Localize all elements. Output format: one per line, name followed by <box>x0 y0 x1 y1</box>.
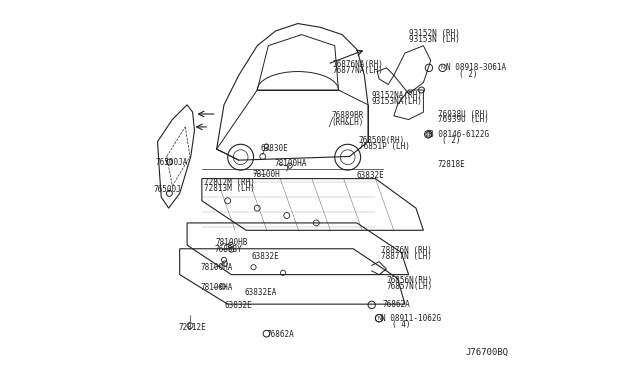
Text: 93152NA(RH): 93152NA(RH) <box>372 91 422 100</box>
Text: 93153N (LH): 93153N (LH) <box>410 35 460 44</box>
Text: 72812E: 72812E <box>179 323 207 331</box>
Text: 76850P(RH): 76850P(RH) <box>359 137 405 145</box>
Text: 76862A: 76862A <box>382 300 410 310</box>
Text: 78100HA: 78100HA <box>275 159 307 169</box>
Text: 76877NA(LH): 76877NA(LH) <box>333 65 384 74</box>
Text: N: N <box>377 316 381 321</box>
Text: 63830E: 63830E <box>261 144 289 153</box>
Text: 76938U (RH): 76938U (RH) <box>438 109 489 119</box>
Text: 78100HA: 78100HA <box>200 283 232 292</box>
Text: N: N <box>440 65 445 70</box>
Text: 93152N (RH): 93152N (RH) <box>410 29 460 38</box>
Text: 63832EA: 63832EA <box>244 288 276 297</box>
Text: ( 2): ( 2) <box>459 70 477 78</box>
Text: 78100HB: 78100HB <box>216 238 248 247</box>
Text: 76500JA: 76500JA <box>156 157 188 167</box>
Text: B: B <box>426 132 430 137</box>
Text: 78877N (LH): 78877N (LH) <box>381 252 432 262</box>
Text: 63832E: 63832E <box>224 301 252 311</box>
Text: N 08911-1062G: N 08911-1062G <box>381 314 441 323</box>
Text: (RH&LH): (RH&LH) <box>331 118 364 126</box>
Text: 72818E: 72818E <box>437 160 465 169</box>
Text: 72812M (RH): 72812M (RH) <box>204 178 255 187</box>
Text: 76889BR: 76889BR <box>331 111 364 121</box>
Text: 93153NA(LH): 93153NA(LH) <box>372 97 422 106</box>
Text: ( 2): ( 2) <box>442 136 460 145</box>
Text: 76876NA(RH): 76876NA(RH) <box>333 60 384 70</box>
Text: 78100H: 78100H <box>253 170 280 179</box>
Text: 76500J: 76500J <box>153 185 181 194</box>
Text: 76856N(RH): 76856N(RH) <box>387 276 433 285</box>
Text: J76700BQ: J76700BQ <box>466 349 509 357</box>
Text: 78100HA: 78100HA <box>200 263 232 272</box>
Text: 63832E: 63832E <box>252 252 280 262</box>
Text: 78876N (RH): 78876N (RH) <box>381 246 432 255</box>
Text: N 08918-3061A: N 08918-3061A <box>446 63 506 72</box>
Text: B 08146-6122G: B 08146-6122G <box>429 130 489 139</box>
Text: 72813M (LH): 72813M (LH) <box>204 184 255 193</box>
Text: 76857N(LH): 76857N(LH) <box>387 282 433 291</box>
Text: 76939U (LH): 76939U (LH) <box>438 115 489 124</box>
Text: 76898Y: 76898Y <box>215 245 243 254</box>
Text: 76862A: 76862A <box>266 330 294 339</box>
Text: 63832E: 63832E <box>357 171 385 180</box>
Text: ( 4): ( 4) <box>392 320 410 329</box>
Text: 76851P (LH): 76851P (LH) <box>359 142 410 151</box>
